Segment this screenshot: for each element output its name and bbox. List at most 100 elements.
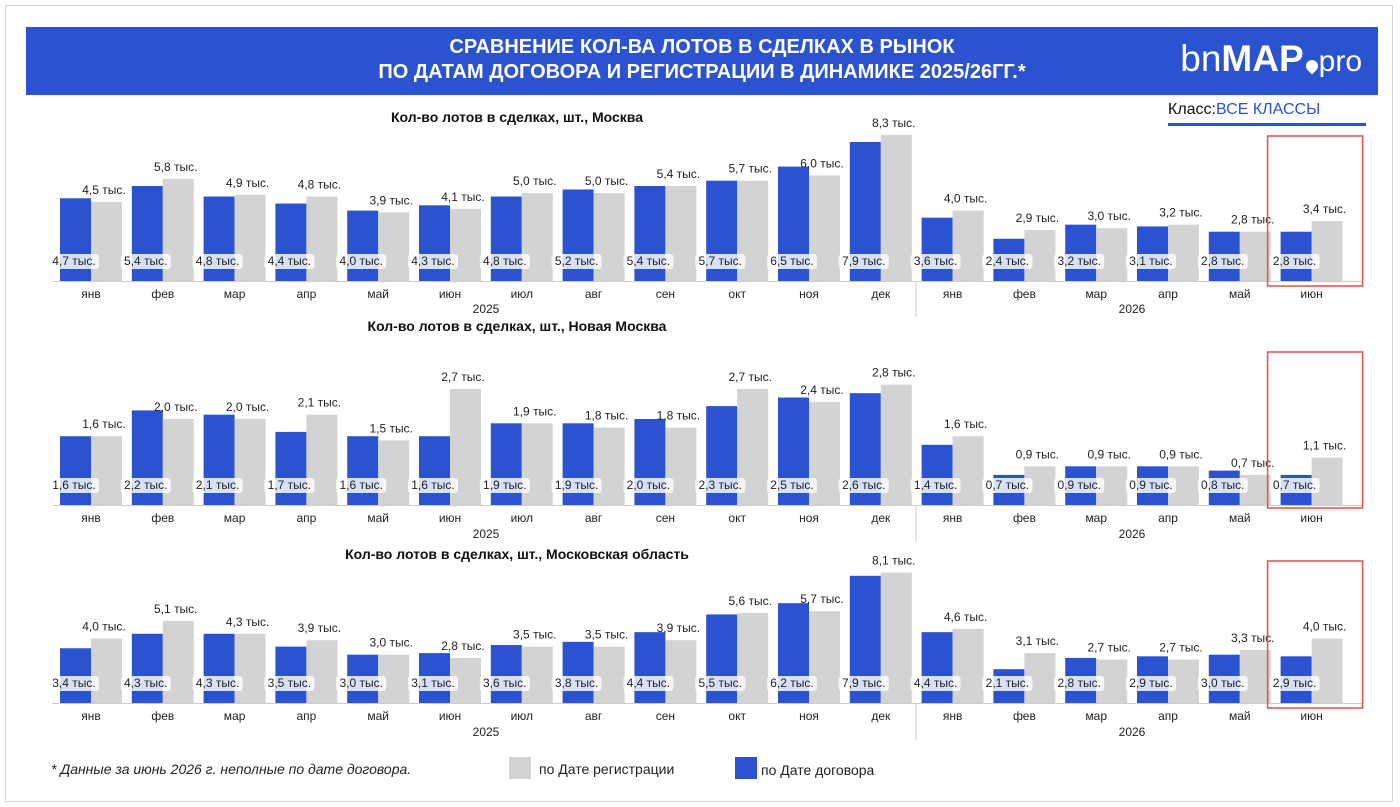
data-label-contract: 1,6 тыс. xyxy=(52,478,95,492)
page-frame xyxy=(5,5,1393,802)
data-label-contract: 5,7 тыс. xyxy=(698,254,741,268)
x-tick-label: сен xyxy=(656,709,675,723)
header-banner: СРАВНЕНИЕ КОЛ-ВА ЛОТОВ В СДЕЛКАХ В РЫНОК… xyxy=(26,27,1378,95)
x-tick-label: дек xyxy=(871,709,891,723)
class-filter-value[interactable]: ВСЕ КЛАССЫ xyxy=(1216,101,1321,118)
data-label-registration: 5,7 тыс. xyxy=(800,592,843,606)
legend-swatch-contract xyxy=(735,757,757,779)
x-tick-label: янв xyxy=(943,709,963,723)
data-label-registration: 1,6 тыс. xyxy=(944,417,987,431)
data-label-registration: 2,7 тыс. xyxy=(441,370,484,384)
page-title-line-1: СРАВНЕНИЕ КОЛ-ВА ЛОТОВ В СДЕЛКАХ В РЫНОК xyxy=(449,36,955,58)
data-label-registration: 4,0 тыс. xyxy=(82,620,125,634)
x-tick-label: янв xyxy=(943,287,963,301)
bar-registration xyxy=(91,201,122,281)
x-tick-label: июл xyxy=(511,709,533,723)
bar-contract xyxy=(275,646,307,703)
data-label-box xyxy=(910,676,961,691)
data-label-contract: 3,6 тыс. xyxy=(914,254,957,268)
data-label-registration: 2,7 тыс. xyxy=(1087,641,1130,655)
bar-contract xyxy=(921,632,953,703)
x-tick-label: май xyxy=(1229,709,1251,723)
x-tick-label: май xyxy=(1229,511,1251,525)
data-label-box xyxy=(479,478,530,493)
data-label-contract: 7,9 тыс. xyxy=(842,254,885,268)
data-label-contract: 6,5 тыс. xyxy=(770,254,813,268)
data-label-contract: 2,9 тыс. xyxy=(1273,676,1316,690)
data-label-box xyxy=(49,254,99,269)
x-tick-label: фев xyxy=(1013,709,1036,723)
data-label-contract: 2,9 тыс. xyxy=(1129,676,1172,690)
bar-contract xyxy=(203,633,235,703)
x-tick-label: апр xyxy=(1158,709,1178,723)
data-label-contract: 7,9 тыс. xyxy=(842,676,885,690)
data-label-contract: 5,4 тыс. xyxy=(124,254,167,268)
data-label-contract: 4,4 тыс. xyxy=(627,676,670,690)
legend-label-contract: по Дате договора xyxy=(761,762,875,778)
bnmap-logo: bnMAP pro xyxy=(1180,36,1362,85)
data-label-registration: 2,8 тыс. xyxy=(1231,213,1274,227)
x-tick-label: ноя xyxy=(799,511,819,525)
data-label-box xyxy=(1126,676,1176,691)
x-tick-label: июл xyxy=(511,287,533,301)
data-label-registration: 5,6 тыс. xyxy=(728,594,771,608)
bar-registration xyxy=(1311,638,1343,703)
data-label-registration: 1,6 тыс. xyxy=(82,417,125,431)
x-tick-label: май xyxy=(1229,287,1251,301)
legend-swatch-registration xyxy=(509,757,531,779)
x-tick-label: мар xyxy=(1085,511,1107,525)
data-label-registration: 1,8 тыс. xyxy=(585,409,628,423)
highlight-box xyxy=(1266,560,1364,709)
year-label: 2025 xyxy=(473,725,500,739)
page-title-line-2: ПО ДАТАМ ДОГОВОРА И РЕГИСТРАЦИИ В ДИНАМИ… xyxy=(378,61,1026,83)
x-tick-label: янв xyxy=(81,287,101,301)
x-tick-label: май xyxy=(367,287,389,301)
x-tick-label: май xyxy=(367,511,389,525)
data-label-box xyxy=(408,254,458,269)
data-label-contract: 4,3 тыс. xyxy=(196,676,239,690)
data-label-box xyxy=(1054,478,1105,493)
bar-registration xyxy=(593,646,625,703)
data-label-registration: 1,8 тыс. xyxy=(657,409,700,423)
bar-contract xyxy=(419,436,450,505)
bar-registration xyxy=(306,640,338,703)
data-label-contract: 3,6 тыс. xyxy=(483,676,526,690)
data-label-box xyxy=(49,478,99,493)
bar-registration xyxy=(952,210,984,281)
data-label-registration: 5,0 тыс. xyxy=(585,174,628,188)
data-label-registration: 3,0 тыс. xyxy=(1087,209,1130,223)
x-tick-label: апр xyxy=(1158,511,1178,525)
data-label-contract: 2,8 тыс. xyxy=(1057,676,1100,690)
data-label-contract: 2,1 тыс. xyxy=(986,676,1029,690)
data-label-registration: 1,5 тыс. xyxy=(369,422,412,436)
data-label-box xyxy=(1054,254,1105,269)
data-label-contract: 3,8 тыс. xyxy=(555,676,598,690)
bar-contract xyxy=(490,645,522,703)
data-label-contract: 4,8 тыс. xyxy=(483,254,526,268)
data-label-box xyxy=(982,254,1033,269)
x-tick-label: фев xyxy=(151,511,174,525)
bar-contract xyxy=(347,436,379,505)
logo-main: MAP xyxy=(1221,38,1304,79)
year-label: 2025 xyxy=(473,302,500,316)
bar-registration xyxy=(91,436,122,505)
data-label-registration: 2,4 тыс. xyxy=(800,383,843,397)
data-label-registration: 3,4 тыс. xyxy=(1303,202,1346,216)
bar-contract xyxy=(921,444,953,505)
data-label-contract: 5,2 тыс. xyxy=(555,254,598,268)
data-label-registration: 2,0 тыс. xyxy=(154,400,197,414)
data-label-registration: 0,7 тыс. xyxy=(1231,456,1274,470)
data-label-contract: 1,9 тыс. xyxy=(483,478,526,492)
data-label-box xyxy=(264,676,315,691)
class-filter[interactable]: Класс:ВСЕ КЛАССЫ xyxy=(1168,100,1366,126)
logo-suffix: pro xyxy=(1318,45,1362,78)
x-tick-label: окт xyxy=(728,709,746,723)
data-label-registration: 5,7 тыс. xyxy=(728,162,771,176)
x-tick-label: янв xyxy=(81,511,101,525)
data-label-registration: 5,4 тыс. xyxy=(657,167,700,181)
bar-contract xyxy=(921,217,953,281)
data-label-box xyxy=(120,478,171,493)
x-tick-label: фев xyxy=(1013,511,1036,525)
bar-registration xyxy=(450,208,481,281)
data-label-box xyxy=(1126,254,1176,269)
